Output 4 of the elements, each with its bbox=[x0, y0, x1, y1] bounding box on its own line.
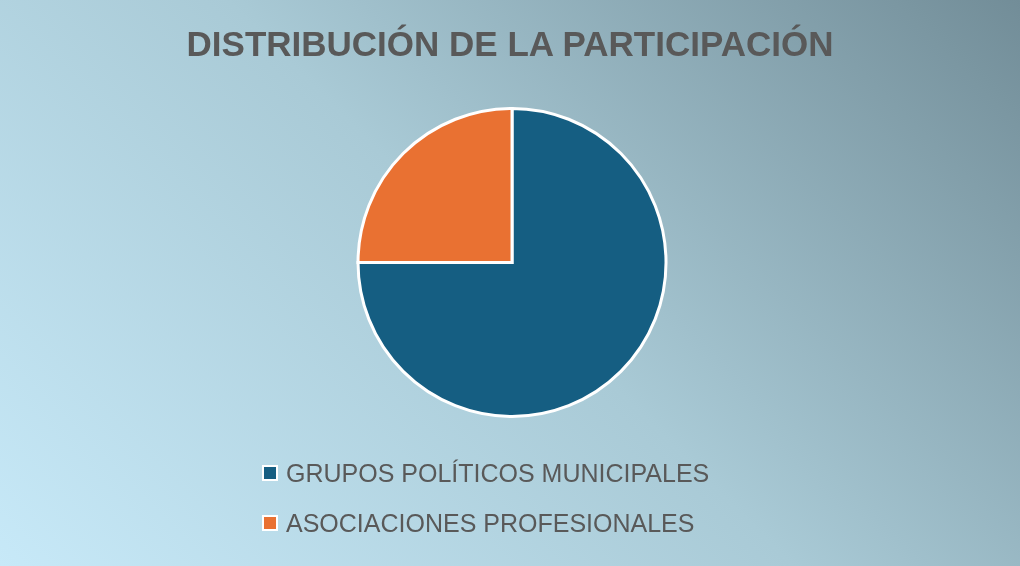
legend-label: GRUPOS POLÍTICOS MUNICIPALES bbox=[286, 458, 710, 488]
pie-slice bbox=[356, 106, 668, 418]
legend-label: ASOCIACIONES PROFESIONALES bbox=[286, 508, 695, 538]
chart-title: DISTRIBUCIÓN DE LA PARTICIPACIÓN bbox=[185, 24, 835, 64]
